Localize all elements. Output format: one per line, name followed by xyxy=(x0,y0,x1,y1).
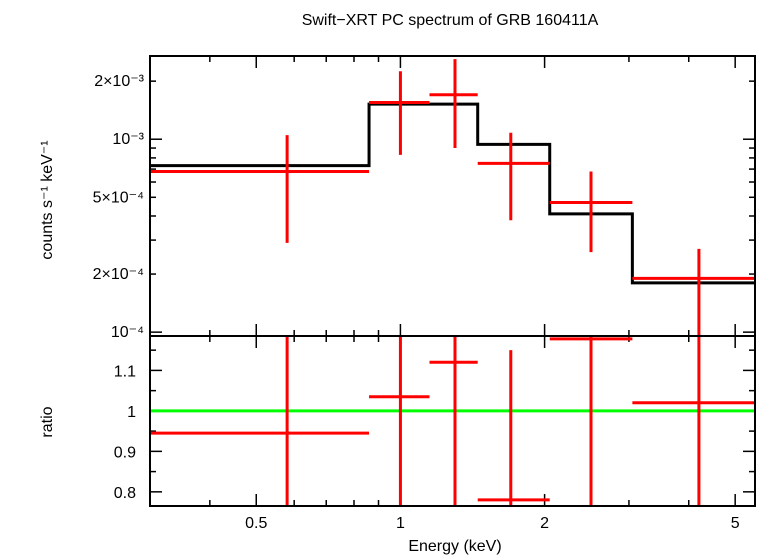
ratio-y-axis-label: ratio xyxy=(39,406,56,437)
spectrum-panel: 10⁻⁴ 2×10⁻⁴ 5×10⁻⁴ 10⁻³ 2×10⁻³ xyxy=(93,55,756,341)
model-step-line xyxy=(150,102,755,285)
x-tick-label: 5 xyxy=(731,515,740,532)
spectrum-frame xyxy=(149,55,756,337)
x-tick-label: 2 xyxy=(540,515,549,532)
chart-title: Swift−XRT PC spectrum of GRB 160411A xyxy=(302,12,599,29)
ratio-panel: 0.8 0.9 1 1.1 0.5 1 2 5 xyxy=(114,335,756,532)
spectrum-y-tick-label: 2×10⁻⁴ xyxy=(93,266,144,283)
x-tick-label: 0.5 xyxy=(245,515,267,532)
ratio-y-tick-label: 0.8 xyxy=(114,485,136,502)
ratio-y-tick-label: 1 xyxy=(127,404,136,421)
ratio-y-tick-label: 0.9 xyxy=(114,444,136,461)
spectrum-y-tick-label: 10⁻³ xyxy=(112,131,144,148)
spectrum-y-tick-label: 10⁻⁴ xyxy=(111,324,144,341)
ratio-frame xyxy=(149,335,756,507)
spectrum-y-tick-label: 5×10⁻⁴ xyxy=(93,189,144,206)
ratio-y-tick-label: 1.1 xyxy=(114,363,136,380)
spectrum-y-axis-label: counts s⁻¹ keV⁻¹ xyxy=(39,140,56,259)
spectrum-y-tick-label: 2×10⁻³ xyxy=(94,73,144,90)
x-axis-label: Energy (keV) xyxy=(408,538,501,555)
x-tick-label: 1 xyxy=(396,515,405,532)
